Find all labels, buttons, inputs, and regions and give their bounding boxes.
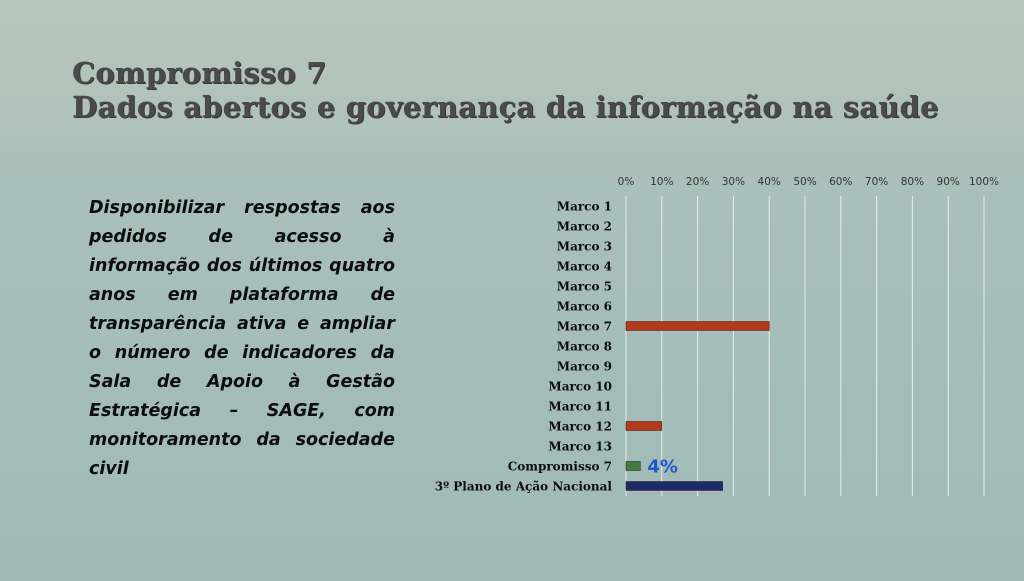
category-label: Marco 5: [557, 280, 612, 294]
x-tick-label: 70%: [865, 176, 888, 188]
x-tick-label: 90%: [937, 176, 960, 188]
x-tick-label: 60%: [829, 176, 852, 188]
slide-title: Compromisso 7 Dados abertos e governança…: [72, 56, 939, 124]
category-label: Marco 9: [557, 360, 612, 374]
category-label: Compromisso 7: [508, 460, 612, 474]
category-label: Marco 1: [557, 200, 612, 214]
title-line-2: Dados abertos e governança da informação…: [72, 90, 939, 124]
x-tick-label: 40%: [758, 176, 781, 188]
bar: [625, 461, 641, 471]
bar: [625, 421, 663, 431]
category-label: 3º Plano de Ação Nacional: [435, 480, 613, 494]
x-tick-label: 100%: [969, 176, 999, 188]
category-label: Marco 4: [557, 260, 612, 274]
category-label: Marco 6: [557, 300, 612, 314]
x-tick-label: 30%: [722, 176, 745, 188]
category-label: Marco 3: [557, 240, 612, 254]
category-label: Marco 2: [557, 220, 612, 234]
x-tick-label: 20%: [686, 176, 709, 188]
commitment-description: Disponibilizar respostas aos pedidos de …: [89, 198, 395, 479]
data-label: 4%: [647, 457, 678, 478]
category-label: Marco 7: [557, 320, 612, 334]
bar: [625, 321, 770, 331]
x-tick-label: 10%: [650, 176, 673, 188]
category-label: Marco 8: [557, 340, 612, 354]
category-label: Marco 11: [548, 400, 612, 414]
category-label: Marco 13: [548, 440, 612, 454]
category-label: Marco 12: [548, 420, 612, 434]
x-tick-label: 80%: [901, 176, 924, 188]
x-tick-label: 50%: [793, 176, 816, 188]
x-tick-label: 0%: [618, 176, 635, 188]
category-label: Marco 10: [548, 380, 612, 394]
title-line-1: Compromisso 7: [72, 56, 327, 90]
bar: [625, 481, 723, 491]
